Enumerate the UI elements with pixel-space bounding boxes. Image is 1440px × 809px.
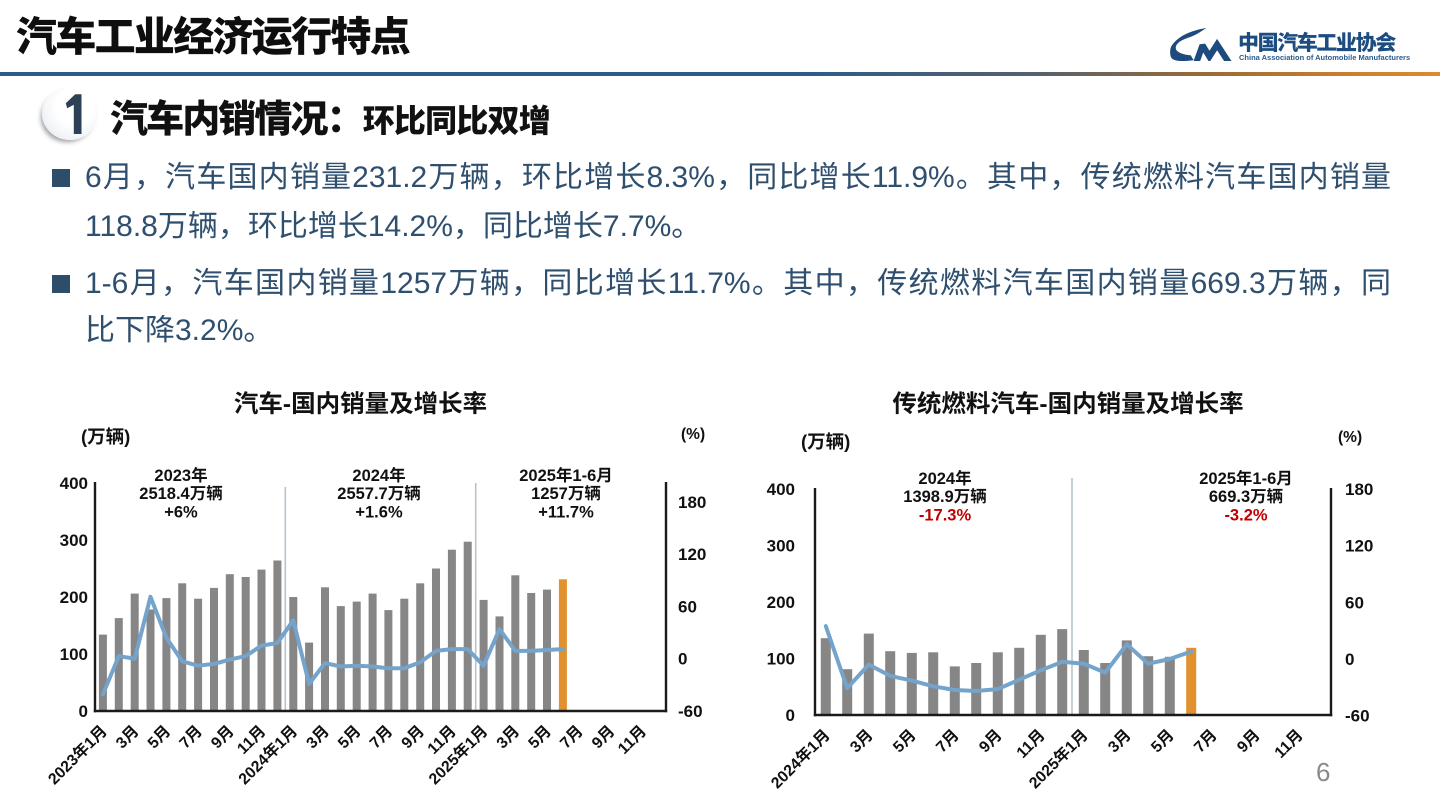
svg-text:300: 300 xyxy=(60,531,88,550)
svg-text:200: 200 xyxy=(767,593,795,612)
svg-text:+11.7%: +11.7% xyxy=(538,503,594,521)
svg-text:120: 120 xyxy=(1345,537,1373,556)
svg-text:400: 400 xyxy=(60,474,88,493)
svg-text:3月: 3月 xyxy=(847,727,876,756)
svg-text:7月: 7月 xyxy=(933,727,962,756)
svg-text:0: 0 xyxy=(1345,650,1354,669)
svg-text:60: 60 xyxy=(1345,594,1364,613)
svg-text:400: 400 xyxy=(767,480,795,499)
svg-text:1398.9万辆: 1398.9万辆 xyxy=(903,487,986,506)
svg-text:7月: 7月 xyxy=(557,723,586,752)
svg-text:3月: 3月 xyxy=(303,723,332,752)
svg-text:120: 120 xyxy=(678,545,706,564)
svg-text:0: 0 xyxy=(79,702,88,721)
svg-text:汽车-国内销量及增长率: 汽车-国内销量及增长率 xyxy=(234,390,487,418)
svg-text:200: 200 xyxy=(60,588,88,607)
svg-text:180: 180 xyxy=(1345,480,1373,499)
svg-text:-60: -60 xyxy=(1345,706,1370,725)
svg-text:2024年: 2024年 xyxy=(352,466,405,485)
svg-text:5月: 5月 xyxy=(525,723,554,752)
svg-text:-17.3%: -17.3% xyxy=(919,506,972,524)
svg-text:0: 0 xyxy=(678,650,687,669)
svg-text:2024年: 2024年 xyxy=(918,469,971,488)
svg-text:60: 60 xyxy=(678,597,697,616)
svg-text:9月: 9月 xyxy=(589,723,618,752)
svg-text:+6%: +6% xyxy=(164,503,198,521)
svg-text:9月: 9月 xyxy=(399,723,428,752)
svg-text:-60: -60 xyxy=(678,702,703,721)
svg-text:9月: 9月 xyxy=(208,723,237,752)
svg-text:100: 100 xyxy=(767,650,795,669)
svg-text:11月: 11月 xyxy=(1014,727,1049,762)
svg-text:2023年: 2023年 xyxy=(154,466,207,485)
svg-text:2024年1月: 2024年1月 xyxy=(767,726,833,792)
svg-text:-3.2%: -3.2% xyxy=(1224,506,1267,524)
svg-text:300: 300 xyxy=(767,537,795,556)
svg-text:7月: 7月 xyxy=(1191,727,1220,756)
svg-text:3月: 3月 xyxy=(1105,727,1134,756)
svg-text:3月: 3月 xyxy=(494,723,523,752)
svg-text:11月: 11月 xyxy=(1272,727,1307,762)
svg-text:669.3万辆: 669.3万辆 xyxy=(1209,487,1283,506)
svg-text:5月: 5月 xyxy=(890,727,919,756)
svg-text:(%): (%) xyxy=(681,426,705,443)
svg-text:5月: 5月 xyxy=(335,723,364,752)
svg-text:7月: 7月 xyxy=(177,723,206,752)
svg-text:2023年1月: 2023年1月 xyxy=(45,722,111,788)
svg-text:2557.7万辆: 2557.7万辆 xyxy=(337,484,420,503)
svg-text:5月: 5月 xyxy=(1148,727,1177,756)
svg-text:(万辆): (万辆) xyxy=(801,431,850,452)
svg-text:100: 100 xyxy=(60,645,88,664)
svg-text:180: 180 xyxy=(678,493,706,512)
svg-text:(%): (%) xyxy=(1338,429,1362,446)
svg-text:+1.6%: +1.6% xyxy=(355,503,403,521)
svg-text:(万辆): (万辆) xyxy=(81,426,130,447)
svg-text:2518.4万辆: 2518.4万辆 xyxy=(139,484,222,503)
svg-text:9月: 9月 xyxy=(1234,727,1263,756)
svg-text:传统燃料汽车-国内销量及增长率: 传统燃料汽车-国内销量及增长率 xyxy=(892,390,1243,418)
svg-text:2025年1-6月: 2025年1-6月 xyxy=(519,466,613,485)
svg-text:9月: 9月 xyxy=(976,727,1005,756)
svg-text:1257万辆: 1257万辆 xyxy=(531,484,601,503)
svg-text:11月: 11月 xyxy=(615,723,650,758)
svg-text:2025年1-6月: 2025年1-6月 xyxy=(1199,469,1293,488)
svg-text:5月: 5月 xyxy=(145,723,174,752)
svg-text:3月: 3月 xyxy=(113,723,142,752)
svg-text:7月: 7月 xyxy=(367,723,396,752)
svg-text:0: 0 xyxy=(786,706,795,725)
